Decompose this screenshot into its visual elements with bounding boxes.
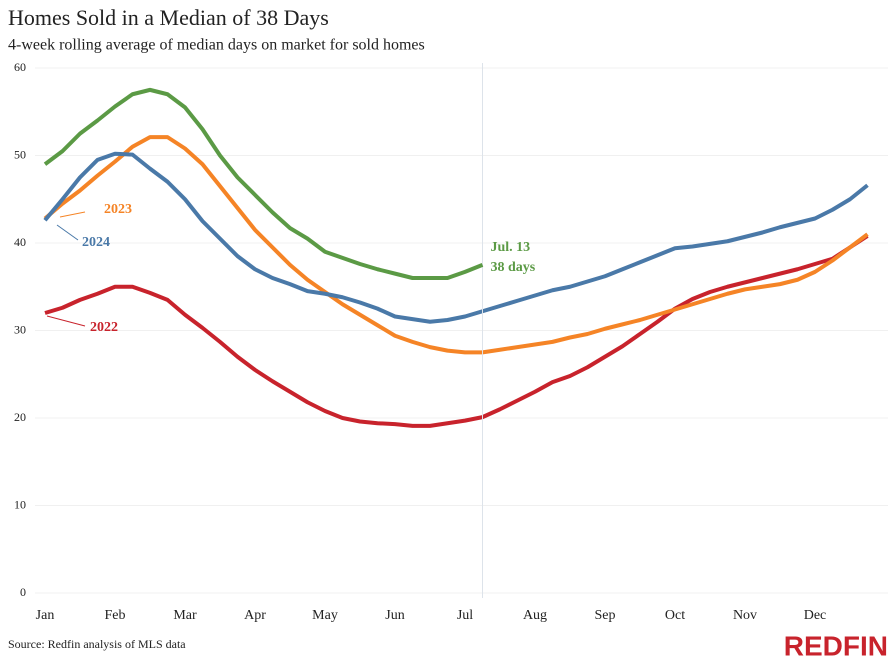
series-label: 2022 xyxy=(90,320,118,335)
x-tick-label: Dec xyxy=(804,608,827,623)
x-tick-label: May xyxy=(312,608,338,623)
label-leader xyxy=(56,224,79,241)
series-label: 2024 xyxy=(82,235,110,250)
x-tick-label: Jan xyxy=(36,608,55,623)
y-tick-label: 10 xyxy=(14,497,26,511)
x-tick-label: Jun xyxy=(385,608,404,623)
series-line xyxy=(43,151,869,324)
y-tick-label: 60 xyxy=(14,60,26,74)
label-leader xyxy=(46,315,86,327)
x-tick-label: Apr xyxy=(244,608,266,623)
y-tick-label: 0 xyxy=(20,585,26,599)
label-leader xyxy=(59,211,86,218)
annotation: Jul. 13 xyxy=(491,240,531,255)
chart-title: Homes Sold in a Median of 38 Days xyxy=(8,5,329,30)
y-tick-label: 40 xyxy=(14,235,26,249)
y-tick-label: 20 xyxy=(14,410,26,424)
y-tick-label: 50 xyxy=(14,147,26,161)
series-label: 2023 xyxy=(104,202,132,217)
x-tick-label: Mar xyxy=(173,608,197,623)
series-line xyxy=(43,87,484,280)
x-tick-label: Sep xyxy=(595,608,616,623)
y-tick-label: 30 xyxy=(14,322,26,336)
x-tick-label: Nov xyxy=(733,608,757,623)
annotation: 38 days xyxy=(491,260,536,275)
chart-subtitle: 4-week rolling average of median days on… xyxy=(8,37,425,54)
source: Source: Redfin analysis of MLS data xyxy=(8,637,186,651)
logo: REDFIN xyxy=(784,630,888,661)
x-tick-label: Aug xyxy=(523,608,547,623)
series-line xyxy=(43,135,869,355)
x-tick-label: Jul xyxy=(457,608,473,623)
x-tick-label: Feb xyxy=(105,608,126,623)
series-line xyxy=(44,234,869,428)
x-tick-label: Oct xyxy=(665,608,685,623)
